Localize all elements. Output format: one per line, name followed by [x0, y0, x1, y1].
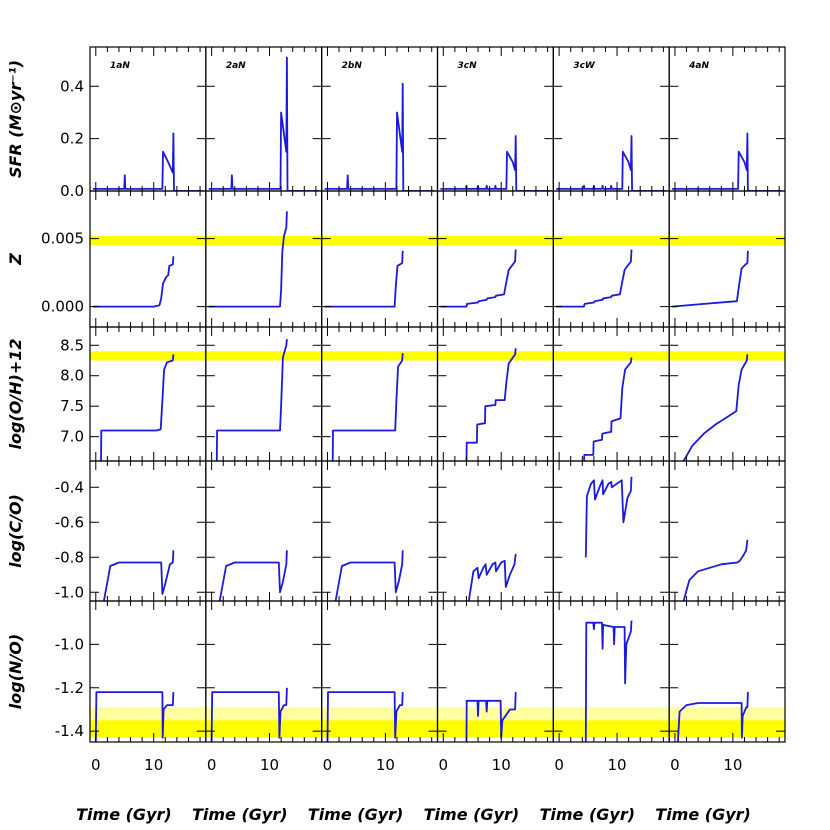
- model-label-1aN: 1aN: [110, 61, 130, 71]
- series-1aN-no: [94, 691, 175, 742]
- x-tick-label: 10: [723, 756, 742, 774]
- panel-frame-3cW-oh: [552, 326, 670, 462]
- series-4aN-co: [682, 539, 749, 601]
- panel-frame-3cN-sfr: [436, 46, 554, 192]
- x-tick-label: 0: [554, 756, 564, 774]
- panel-frame-4aN-co: [668, 460, 786, 602]
- model-curves: [92, 56, 783, 742]
- y-tick-label-z: 0.005: [41, 230, 84, 248]
- x-axis-label: Time (Gyr): [76, 805, 172, 824]
- model-label-2aN: 2aN: [226, 61, 246, 71]
- panel-frame-3cW-sfr: [552, 46, 670, 192]
- y-axis-label-sfr: SFR (M⊙yr⁻¹): [6, 60, 25, 178]
- model-label-3cN: 3cN: [458, 61, 478, 71]
- x-axis-label: Time (Gyr): [539, 805, 635, 824]
- panel-frame-1aN-sfr: [89, 46, 207, 192]
- x-axis-label: Time (Gyr): [655, 805, 751, 824]
- series-2bN-sfr: [324, 82, 435, 191]
- x-tick-label: 0: [91, 756, 101, 774]
- series-3cN-no: [465, 692, 517, 742]
- y-tick-label-oh: 8.5: [60, 336, 84, 354]
- series-3cW-sfr: [556, 135, 667, 191]
- panel-frames: [89, 46, 786, 743]
- x-axis-label: Time (Gyr): [192, 805, 288, 824]
- series-4aN-no: [677, 692, 749, 742]
- panel-frame-3cN-co: [436, 460, 554, 602]
- y-tick-label-sfr: 0.0: [60, 182, 84, 200]
- panel-frame-2aN-sfr: [205, 46, 323, 192]
- series-2aN-co: [218, 550, 288, 601]
- x-tick-label: 10: [144, 756, 163, 774]
- series-3cW-oh: [583, 357, 633, 461]
- model-label-2bN: 2bN: [342, 61, 363, 71]
- y-axis-label-co: log(C/O): [6, 494, 25, 568]
- y-tick-label-z: 0.000: [41, 298, 84, 316]
- model-label-4aN: 4aN: [688, 61, 709, 71]
- y-tick-label-co: -1.0: [55, 583, 84, 601]
- y-tick-label-co: -0.4: [55, 478, 84, 496]
- panel-frame-4aN-no: [668, 600, 786, 743]
- x-tick-label: 10: [260, 756, 279, 774]
- y-axis-label-no: log(N/O): [6, 634, 25, 709]
- axis-ticks: [90, 47, 785, 742]
- series-2bN-oh: [331, 353, 404, 461]
- series-1aN-sfr: [92, 132, 203, 191]
- axis-labels: 0.0 0.2 0.4 SFR (M⊙yr⁻¹) 0.000 0.005 Z 7.0 7.5 8.…: [6, 60, 751, 824]
- x-axis-label: Time (Gyr): [308, 805, 404, 824]
- panel-frame-3cN-oh: [436, 326, 554, 462]
- x-tick-label: 0: [439, 756, 449, 774]
- panel-frame-4aN-oh: [668, 326, 786, 462]
- series-2bN-co: [334, 550, 404, 601]
- y-tick-label-no: -1.0: [55, 635, 84, 653]
- y-tick-label-co: -0.8: [55, 548, 84, 566]
- panel-frame-1aN-oh: [89, 326, 207, 462]
- y-axis-label-oh: log(O/H)+12: [6, 338, 25, 449]
- series-2aN-no: [210, 687, 288, 742]
- y-tick-label-oh: 7.5: [60, 397, 84, 415]
- y-axis-label-z: Z: [6, 253, 25, 266]
- y-tick-label-oh: 7.0: [60, 428, 84, 446]
- series-1aN-oh: [100, 354, 175, 461]
- x-tick-label: 10: [492, 756, 511, 774]
- series-4aN-z: [672, 250, 749, 308]
- series-3cW-z: [556, 249, 633, 308]
- series-2bN-no: [326, 691, 404, 742]
- series-3cW-no: [584, 620, 633, 742]
- x-tick-label: 10: [607, 756, 626, 774]
- series-3cN-oh: [465, 348, 517, 461]
- series-2bN-z: [324, 250, 404, 308]
- y-tick-label-oh: 8.0: [60, 367, 84, 385]
- x-tick-label: 0: [323, 756, 333, 774]
- series-2aN-sfr: [208, 56, 319, 191]
- panel-frame-4aN-z: [668, 190, 786, 328]
- series-1aN-z: [92, 256, 175, 308]
- series-3cN-z: [440, 249, 517, 308]
- series-3cN-sfr: [440, 135, 551, 191]
- y-tick-label-co: -0.6: [55, 513, 84, 531]
- x-tick-label: 0: [670, 756, 680, 774]
- panel-frame-2aN-oh: [205, 326, 323, 462]
- y-tick-label-sfr: 0.4: [60, 77, 84, 95]
- series-2aN-z: [208, 211, 288, 308]
- model-label-3cW: 3cW: [573, 61, 596, 71]
- series-4aN-oh: [682, 354, 749, 461]
- x-axis-label: Time (Gyr): [424, 805, 520, 824]
- y-tick-label-no: -1.4: [55, 722, 84, 740]
- series-3cN-co: [467, 553, 517, 601]
- series-4aN-sfr: [672, 132, 783, 191]
- series-1aN-co: [103, 550, 175, 601]
- x-tick-label: 0: [207, 756, 217, 774]
- panel-frame-2bN-oh: [321, 326, 439, 462]
- panel-frame-4aN-sfr: [668, 46, 786, 192]
- y-tick-label-no: -1.2: [55, 679, 84, 697]
- panel-frame-2bN-sfr: [321, 46, 439, 192]
- x-tick-label: 10: [376, 756, 395, 774]
- y-tick-label-sfr: 0.2: [60, 130, 84, 148]
- series-3cW-co: [584, 476, 633, 558]
- series-2aN-oh: [215, 339, 288, 461]
